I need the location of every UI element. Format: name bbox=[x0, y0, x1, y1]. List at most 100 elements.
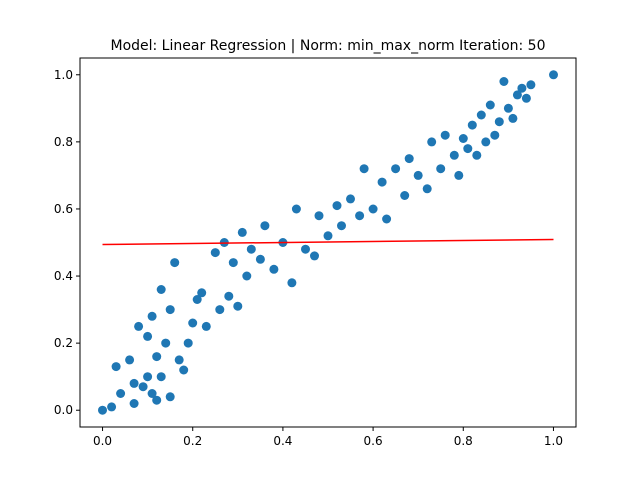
data-point bbox=[503, 103, 513, 113]
data-point bbox=[242, 271, 252, 281]
data-point bbox=[377, 177, 387, 187]
data-point bbox=[413, 170, 423, 180]
data-point bbox=[210, 248, 220, 258]
data-point bbox=[228, 258, 238, 268]
data-point bbox=[291, 204, 301, 214]
y-tick-label: 0.8 bbox=[54, 135, 73, 149]
data-point bbox=[359, 164, 369, 174]
data-point bbox=[170, 258, 180, 268]
data-point bbox=[391, 164, 401, 174]
data-point bbox=[517, 83, 527, 93]
data-point bbox=[454, 170, 464, 180]
data-point bbox=[255, 254, 265, 264]
data-point bbox=[260, 221, 270, 231]
data-point bbox=[152, 352, 162, 362]
data-point bbox=[337, 221, 346, 231]
data-point bbox=[422, 184, 432, 194]
data-point bbox=[156, 285, 166, 294]
data-point bbox=[152, 395, 162, 405]
x-tick-label: 0.0 bbox=[93, 434, 112, 448]
data-point bbox=[179, 365, 189, 375]
data-point bbox=[161, 338, 171, 348]
data-point bbox=[346, 194, 355, 204]
data-point bbox=[129, 399, 139, 408]
data-point bbox=[188, 318, 198, 328]
data-point bbox=[463, 144, 473, 154]
data-point bbox=[400, 191, 410, 200]
data-point bbox=[116, 389, 126, 398]
data-point bbox=[314, 211, 324, 221]
plot-frame bbox=[79, 57, 577, 428]
data-point bbox=[125, 355, 135, 365]
y-tick-label: 0.6 bbox=[54, 202, 73, 216]
data-point bbox=[174, 355, 184, 365]
data-point bbox=[368, 204, 378, 214]
data-point bbox=[476, 110, 486, 120]
y-tick-label: 0.0 bbox=[54, 403, 73, 417]
data-point bbox=[549, 70, 558, 80]
data-point bbox=[143, 331, 153, 341]
data-point bbox=[147, 311, 157, 321]
data-point bbox=[233, 301, 243, 311]
data-point bbox=[192, 295, 202, 304]
data-point bbox=[436, 164, 446, 174]
y-tick-label: 0.4 bbox=[54, 269, 73, 283]
data-point bbox=[301, 244, 310, 254]
data-point bbox=[237, 227, 247, 237]
data-point bbox=[165, 305, 175, 315]
data-point bbox=[147, 389, 157, 398]
data-point bbox=[404, 154, 414, 164]
data-point bbox=[129, 378, 139, 388]
data-point bbox=[143, 372, 153, 382]
regression-line bbox=[102, 238, 554, 246]
data-point bbox=[481, 137, 491, 147]
data-point bbox=[508, 113, 518, 123]
data-point bbox=[494, 117, 504, 127]
x-tick-label: 1.0 bbox=[544, 434, 563, 448]
x-axis-ticks: 0.0 0.2 0.4 0.6 0.8 1.0 bbox=[93, 427, 563, 448]
data-point bbox=[490, 130, 500, 140]
data-point bbox=[183, 338, 193, 348]
y-tick-label: 0.2 bbox=[54, 336, 73, 350]
data-point bbox=[526, 80, 536, 90]
points-layer bbox=[98, 70, 558, 415]
data-point bbox=[467, 120, 477, 130]
chart-title: Model: Linear Regression | Norm: min_max… bbox=[110, 38, 545, 54]
data-point bbox=[521, 93, 531, 103]
data-point bbox=[355, 211, 365, 221]
data-point bbox=[107, 402, 117, 412]
y-tick-label: 1.0 bbox=[54, 68, 73, 82]
data-point bbox=[269, 264, 279, 274]
data-point bbox=[98, 405, 107, 415]
data-point bbox=[499, 77, 509, 86]
data-point bbox=[310, 251, 319, 261]
data-point bbox=[512, 90, 522, 100]
data-point bbox=[458, 134, 468, 143]
data-point bbox=[485, 100, 495, 110]
x-tick-label: 0.6 bbox=[364, 434, 383, 448]
x-tick-label: 0.2 bbox=[183, 434, 202, 448]
data-point bbox=[332, 201, 342, 211]
data-point bbox=[134, 321, 144, 331]
data-point bbox=[449, 150, 459, 160]
data-point bbox=[246, 244, 256, 254]
data-point bbox=[215, 305, 225, 315]
data-point bbox=[156, 372, 166, 382]
data-point bbox=[427, 137, 437, 147]
y-axis-ticks: 0.0 0.2 0.4 0.6 0.8 1.0 bbox=[54, 68, 80, 417]
data-point bbox=[472, 150, 482, 160]
data-point bbox=[323, 231, 333, 241]
x-tick-label: 0.4 bbox=[273, 434, 292, 448]
x-tick-label: 0.8 bbox=[454, 434, 473, 448]
data-point bbox=[287, 278, 297, 288]
data-point bbox=[201, 321, 211, 331]
data-point bbox=[111, 362, 121, 372]
data-point bbox=[165, 392, 175, 402]
data-point bbox=[197, 288, 207, 298]
data-point bbox=[224, 291, 234, 301]
fit-line-layer bbox=[102, 238, 554, 246]
data-point bbox=[138, 382, 148, 392]
data-point bbox=[440, 130, 450, 140]
data-point bbox=[382, 214, 392, 224]
